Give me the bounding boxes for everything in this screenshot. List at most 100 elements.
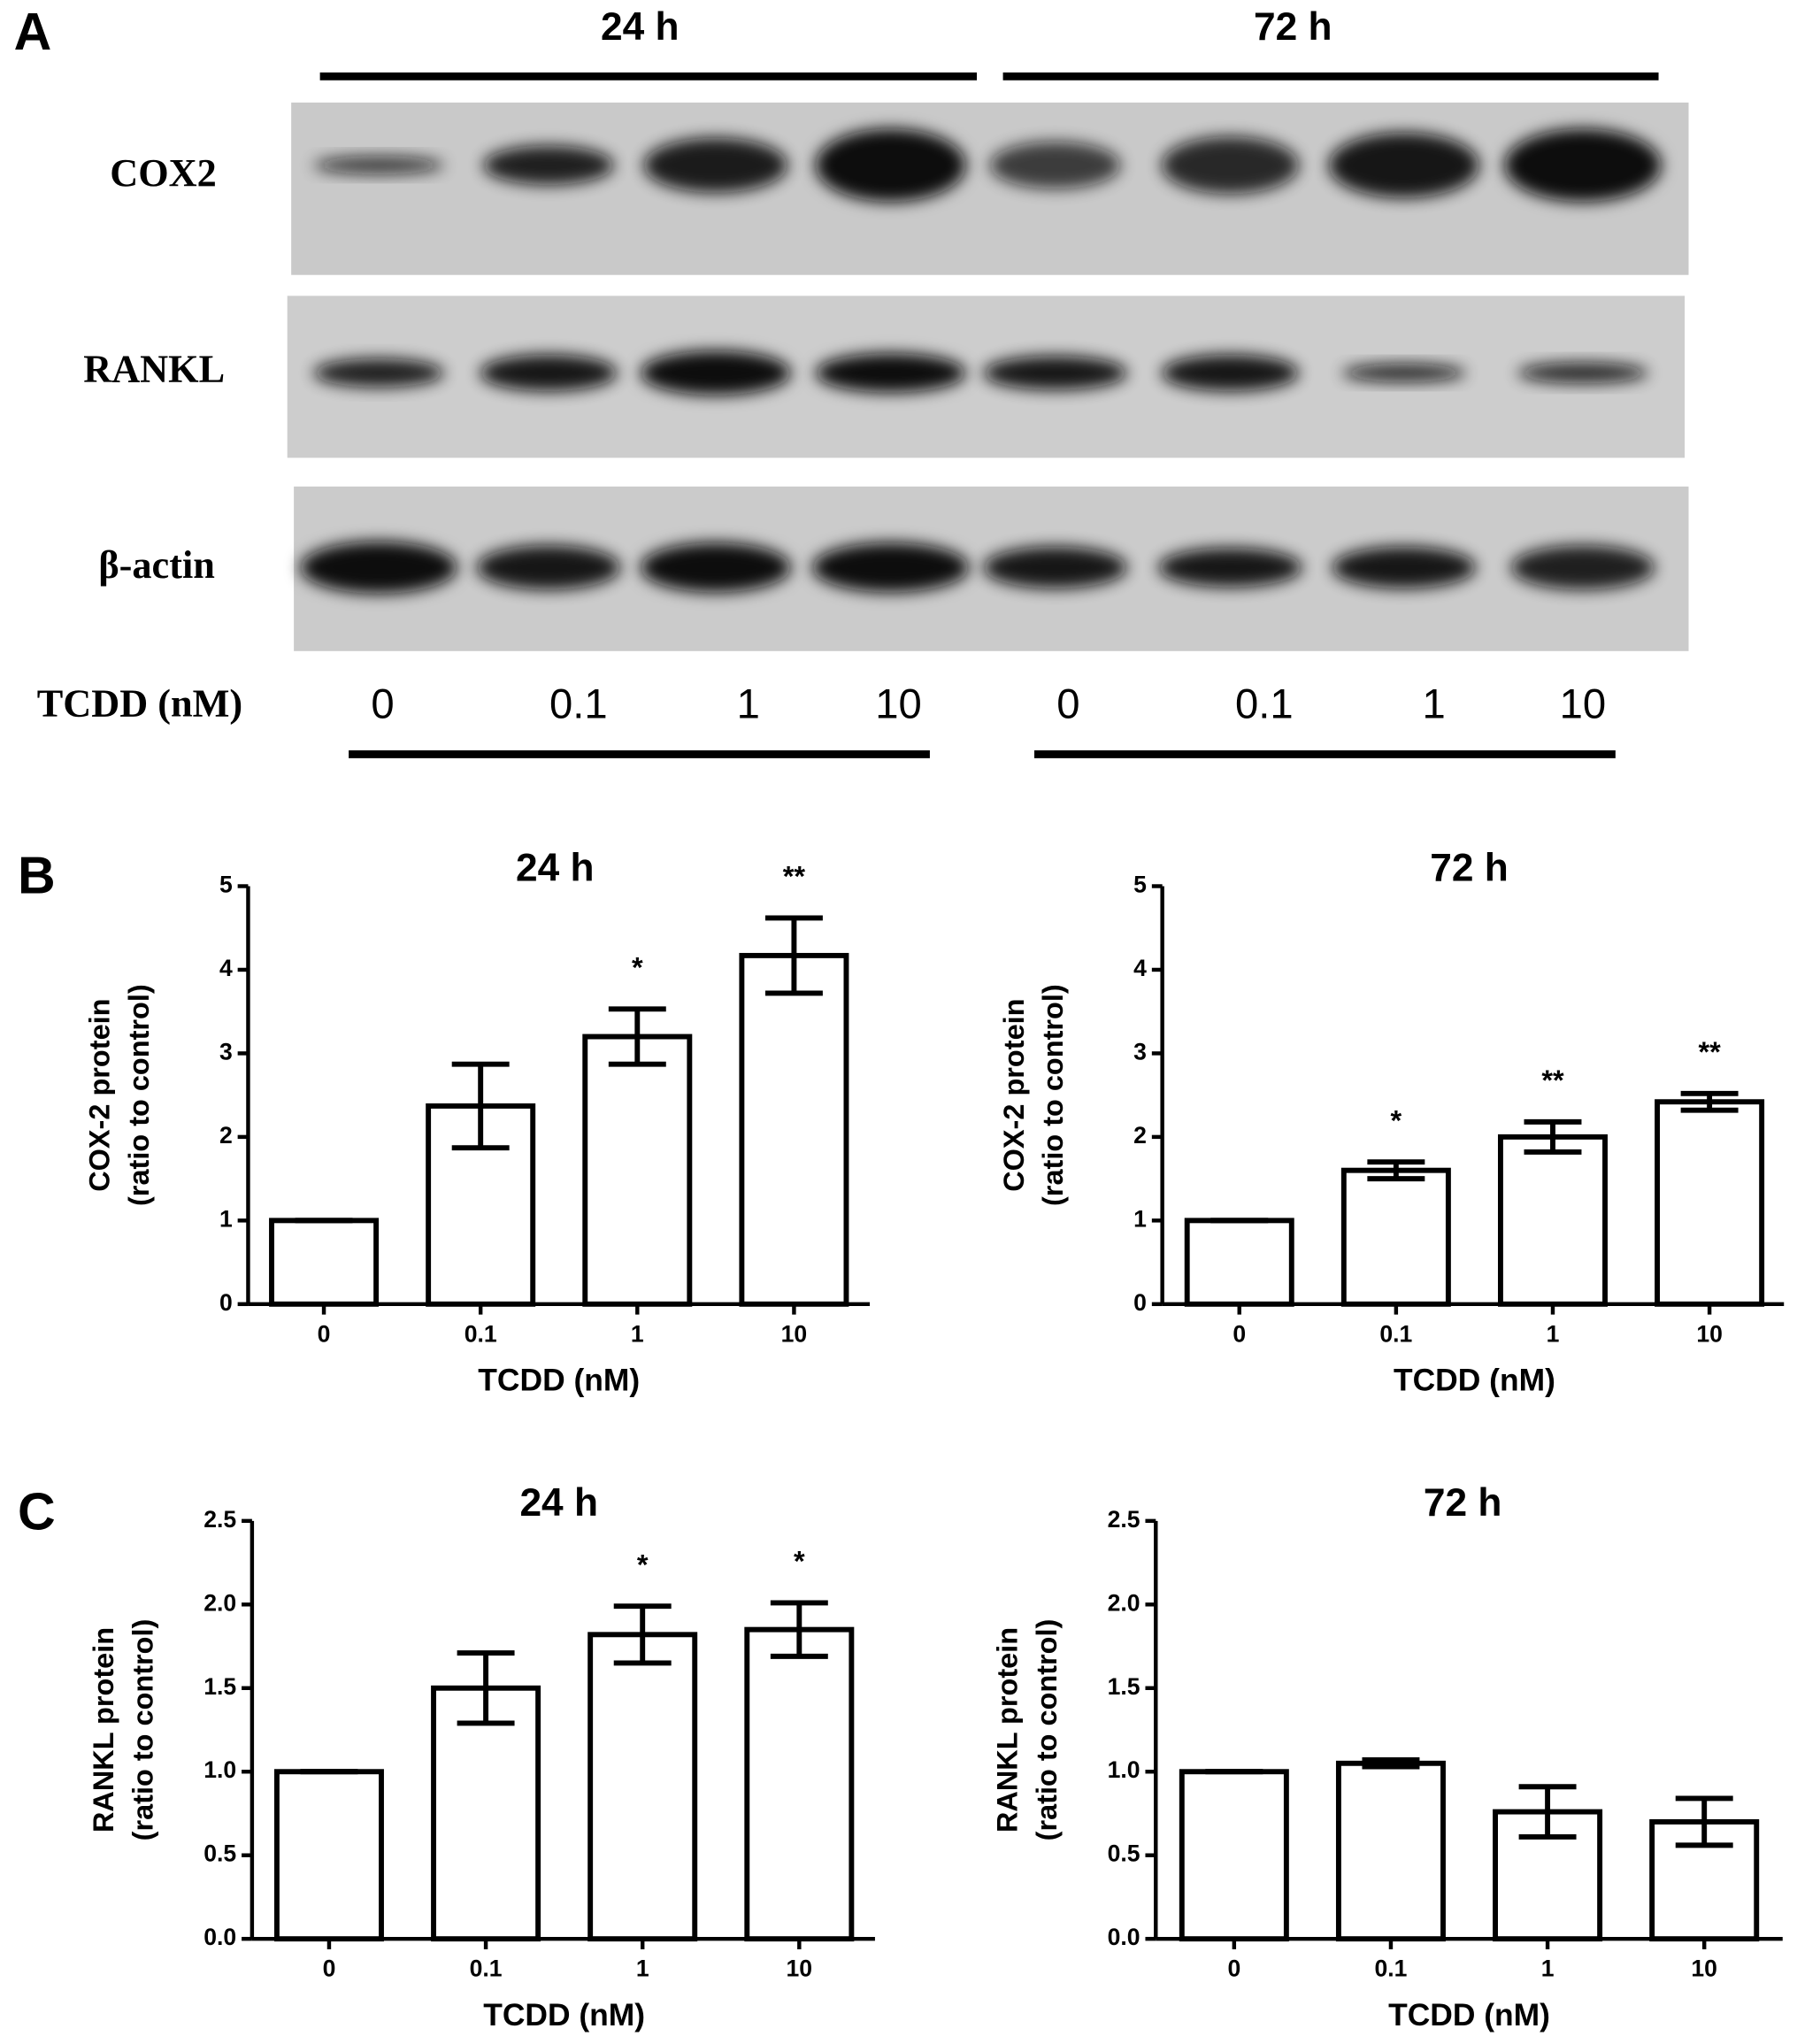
x-tick-label: 0 [1233,1320,1246,1347]
blot-bands [300,128,1662,594]
band [476,545,621,590]
dose-label: 10 [875,681,922,728]
significance: * [1391,1105,1402,1137]
x-axis-label: TCDD (nM) [483,1997,645,2032]
band [1504,128,1662,203]
y-tick-label: 4 [219,955,233,981]
error-bar [1367,1159,1425,1182]
chart-title: 24 h [516,846,595,889]
error-bar [1524,1118,1582,1155]
dose-label: 0 [371,681,394,728]
y-axis-label: COX-2 protein [84,999,116,1192]
y-tick-label: 0.0 [1108,1924,1140,1950]
band [1510,545,1655,590]
band [812,542,970,593]
group-label: 72 h [1254,5,1332,49]
x-axis-label: TCDD (nM) [478,1363,640,1398]
y-tick-label: 0 [1133,1289,1147,1316]
x-tick-label: 1 [631,1320,644,1347]
dose-label: 0.1 [1235,681,1294,728]
y-tick-label: 1.0 [204,1756,236,1783]
bar [739,952,849,1307]
y-tick-label: 2.0 [204,1589,236,1616]
x-tick-label: 0.1 [1379,1320,1412,1347]
band [640,542,791,593]
significance: * [637,1548,649,1580]
error-bar [1518,1784,1577,1840]
band [300,541,457,594]
bar [1655,1099,1765,1307]
y-tick-label: 2 [219,1122,233,1149]
error-bar [457,1650,515,1726]
error-bar [770,1600,828,1659]
dose-labels: 0 0.1 1 10 0 0.1 1 10 [371,681,1606,728]
band [483,145,614,185]
x-tick-label: 10 [1691,1956,1717,1982]
error-bar [451,1061,510,1151]
dose-label: 0 [1056,681,1079,728]
y-axis-label: COX-2 protein [998,999,1030,1192]
y-tick-label: 4 [1133,955,1147,981]
bar [1184,1218,1294,1307]
significance: ** [783,861,806,893]
band [313,358,444,388]
band [1341,364,1466,382]
y-tick-label: 1.5 [1108,1673,1140,1700]
band [1161,136,1299,195]
group-label: 24 h [601,5,680,49]
y-tick-label: 2.5 [204,1506,236,1533]
panel-letter: C [18,1483,56,1541]
y-axis-label: (ratio to control) [1031,1619,1063,1841]
bar [1497,1133,1608,1307]
y-tick-label: 3 [1133,1038,1147,1064]
bar [744,1626,855,1942]
bar [587,1632,698,1942]
protein-label: β-actin [98,543,215,587]
bar [1179,1769,1289,1942]
significance: ** [1541,1064,1564,1096]
error-bar [1680,1090,1739,1113]
y-tick-label: 1.0 [1108,1756,1140,1783]
y-axis-label: (ratio to control) [127,1619,158,1841]
dose-label: 10 [1560,681,1607,728]
dose-title: TCDD (nM) [37,681,242,725]
bar [1335,1760,1446,1942]
x-tick-label: 0 [1227,1956,1240,1982]
y-tick-label: 5 [1133,872,1147,898]
significance: * [794,1546,805,1578]
y-tick-label: 0 [219,1289,233,1316]
y-tick-label: 0.5 [204,1840,236,1867]
x-tick-label: 0 [323,1956,336,1982]
bar [582,1034,693,1307]
y-tick-label: 3 [219,1038,233,1064]
protein-label: RANKL [83,348,225,391]
x-tick-label: 0.1 [1375,1956,1408,1982]
y-tick-label: 5 [219,872,233,898]
bar [431,1685,541,1942]
error-bar [1362,1757,1420,1770]
band [1158,548,1302,588]
dose-label: 1 [737,681,760,728]
band [643,137,788,193]
panel-letter: A [14,3,52,61]
error-bar [613,1603,672,1666]
bar [269,1218,380,1307]
band [1332,546,1476,588]
band [1328,132,1479,198]
band [480,354,618,392]
y-tick-label: 1.5 [204,1673,236,1700]
x-tick-label: 10 [781,1320,808,1347]
x-tick-label: 1 [1547,1320,1560,1347]
band [640,350,791,396]
bar [1340,1167,1451,1307]
chart-title: 24 h [519,1481,598,1525]
y-tick-label: 0.0 [204,1924,236,1950]
x-axis-label: TCDD (nM) [1388,1997,1550,2032]
band [989,142,1121,189]
x-tick-label: 1 [636,1956,649,1982]
x-tick-label: 0.1 [470,1956,503,1982]
error-bar [608,1006,666,1067]
band [313,156,444,175]
chart-title: 72 h [1430,846,1509,889]
